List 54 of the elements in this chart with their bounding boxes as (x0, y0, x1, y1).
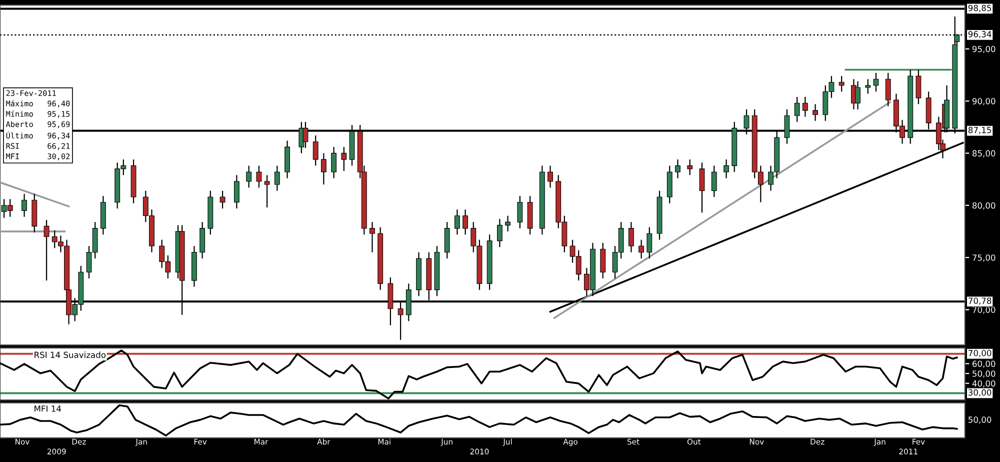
candlestick (794, 96, 800, 122)
candlestick (885, 72, 891, 107)
y-tick-label: 95,00 (972, 46, 996, 54)
candlestick (646, 226, 652, 260)
chart-title: RSI 14 Suavizado (34, 352, 106, 358)
y-tick-label: 85,00 (972, 150, 996, 158)
candlestick (370, 221, 375, 253)
candlestick (548, 165, 553, 188)
candlestick (462, 208, 468, 236)
ref-line-label: 70,78 (968, 298, 992, 305)
candlestick (812, 104, 818, 122)
candlestick (517, 195, 523, 229)
candlestick (699, 162, 705, 214)
candlestick (838, 75, 844, 92)
candlestick (724, 158, 729, 179)
candlestick (600, 242, 606, 279)
candlestick (341, 146, 347, 172)
y-tick-label: 40,00 (972, 380, 996, 388)
candlestick (855, 80, 860, 110)
y-tick-label: 60,00 (972, 360, 996, 368)
candlestick (312, 134, 318, 166)
ref-line-label: 98,85 (968, 4, 992, 12)
candlestick (320, 152, 326, 186)
candlestick (22, 193, 27, 218)
y-tick-label: 50,00 (972, 370, 996, 378)
ref-line-label: 87,15 (968, 126, 992, 134)
y-tick-label: 90,00 (972, 98, 996, 106)
candlestick (675, 158, 680, 179)
y-tick-label: 75,00 (972, 254, 996, 262)
candlestick (505, 215, 510, 232)
ref-line-label: 96,34 (968, 31, 992, 38)
candlestick (873, 72, 879, 92)
candlestick (444, 221, 450, 260)
candlestick (865, 78, 871, 94)
candlestick (200, 221, 206, 260)
candlestick (264, 174, 270, 208)
candlestick (687, 158, 693, 176)
candlestick (44, 219, 50, 281)
candlestick (220, 190, 226, 210)
candlestick (496, 218, 502, 248)
chart-title: MFI 14 (34, 406, 61, 412)
candlestick (802, 96, 808, 118)
candlestick (234, 174, 240, 210)
candlestick (711, 165, 717, 198)
candlestick (256, 165, 262, 188)
y-tick-label: 80,00 (972, 202, 996, 210)
ref-line-label: 30,00 (968, 389, 992, 396)
candlestick (331, 146, 337, 179)
candlestick (628, 221, 634, 253)
candlestick (454, 208, 460, 236)
candlestick (638, 239, 644, 260)
candlestick (246, 165, 252, 188)
candlestick (916, 69, 922, 105)
candlestick (274, 165, 280, 192)
